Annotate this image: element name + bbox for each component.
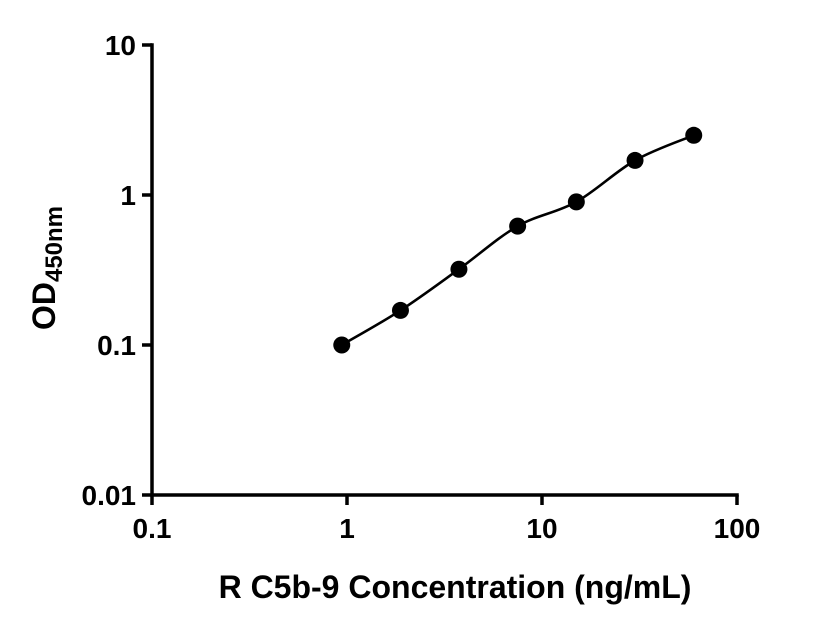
- y-axis-tick-label: 0.1: [97, 330, 136, 361]
- y-axis-title: OD450nm: [26, 206, 68, 330]
- data-point-marker: [685, 126, 703, 144]
- x-axis-title: R C5b-9 Concentration (ng/mL): [219, 569, 692, 605]
- y-axis-tick-label: 1: [120, 180, 136, 211]
- x-axis-tick-label: 0.1: [133, 513, 172, 544]
- y-axis-tick-label: 10: [105, 30, 136, 61]
- x-axis-tick-label: 1: [339, 513, 355, 544]
- data-point-marker: [391, 301, 409, 319]
- y-axis-tick-label: 0.01: [82, 480, 137, 511]
- x-axis-tick-label: 100: [714, 513, 761, 544]
- y-axis-title-main: OD: [26, 282, 62, 330]
- data-point-marker: [626, 151, 644, 169]
- y-axis-title-subscript: 450nm: [41, 206, 68, 282]
- axis-lines: [150, 43, 739, 497]
- x-axis-tick-label: 10: [526, 513, 557, 544]
- data-point-marker: [567, 193, 585, 211]
- data-point-marker: [450, 260, 468, 278]
- data-point-marker: [333, 336, 351, 354]
- data-point-marker: [509, 217, 527, 235]
